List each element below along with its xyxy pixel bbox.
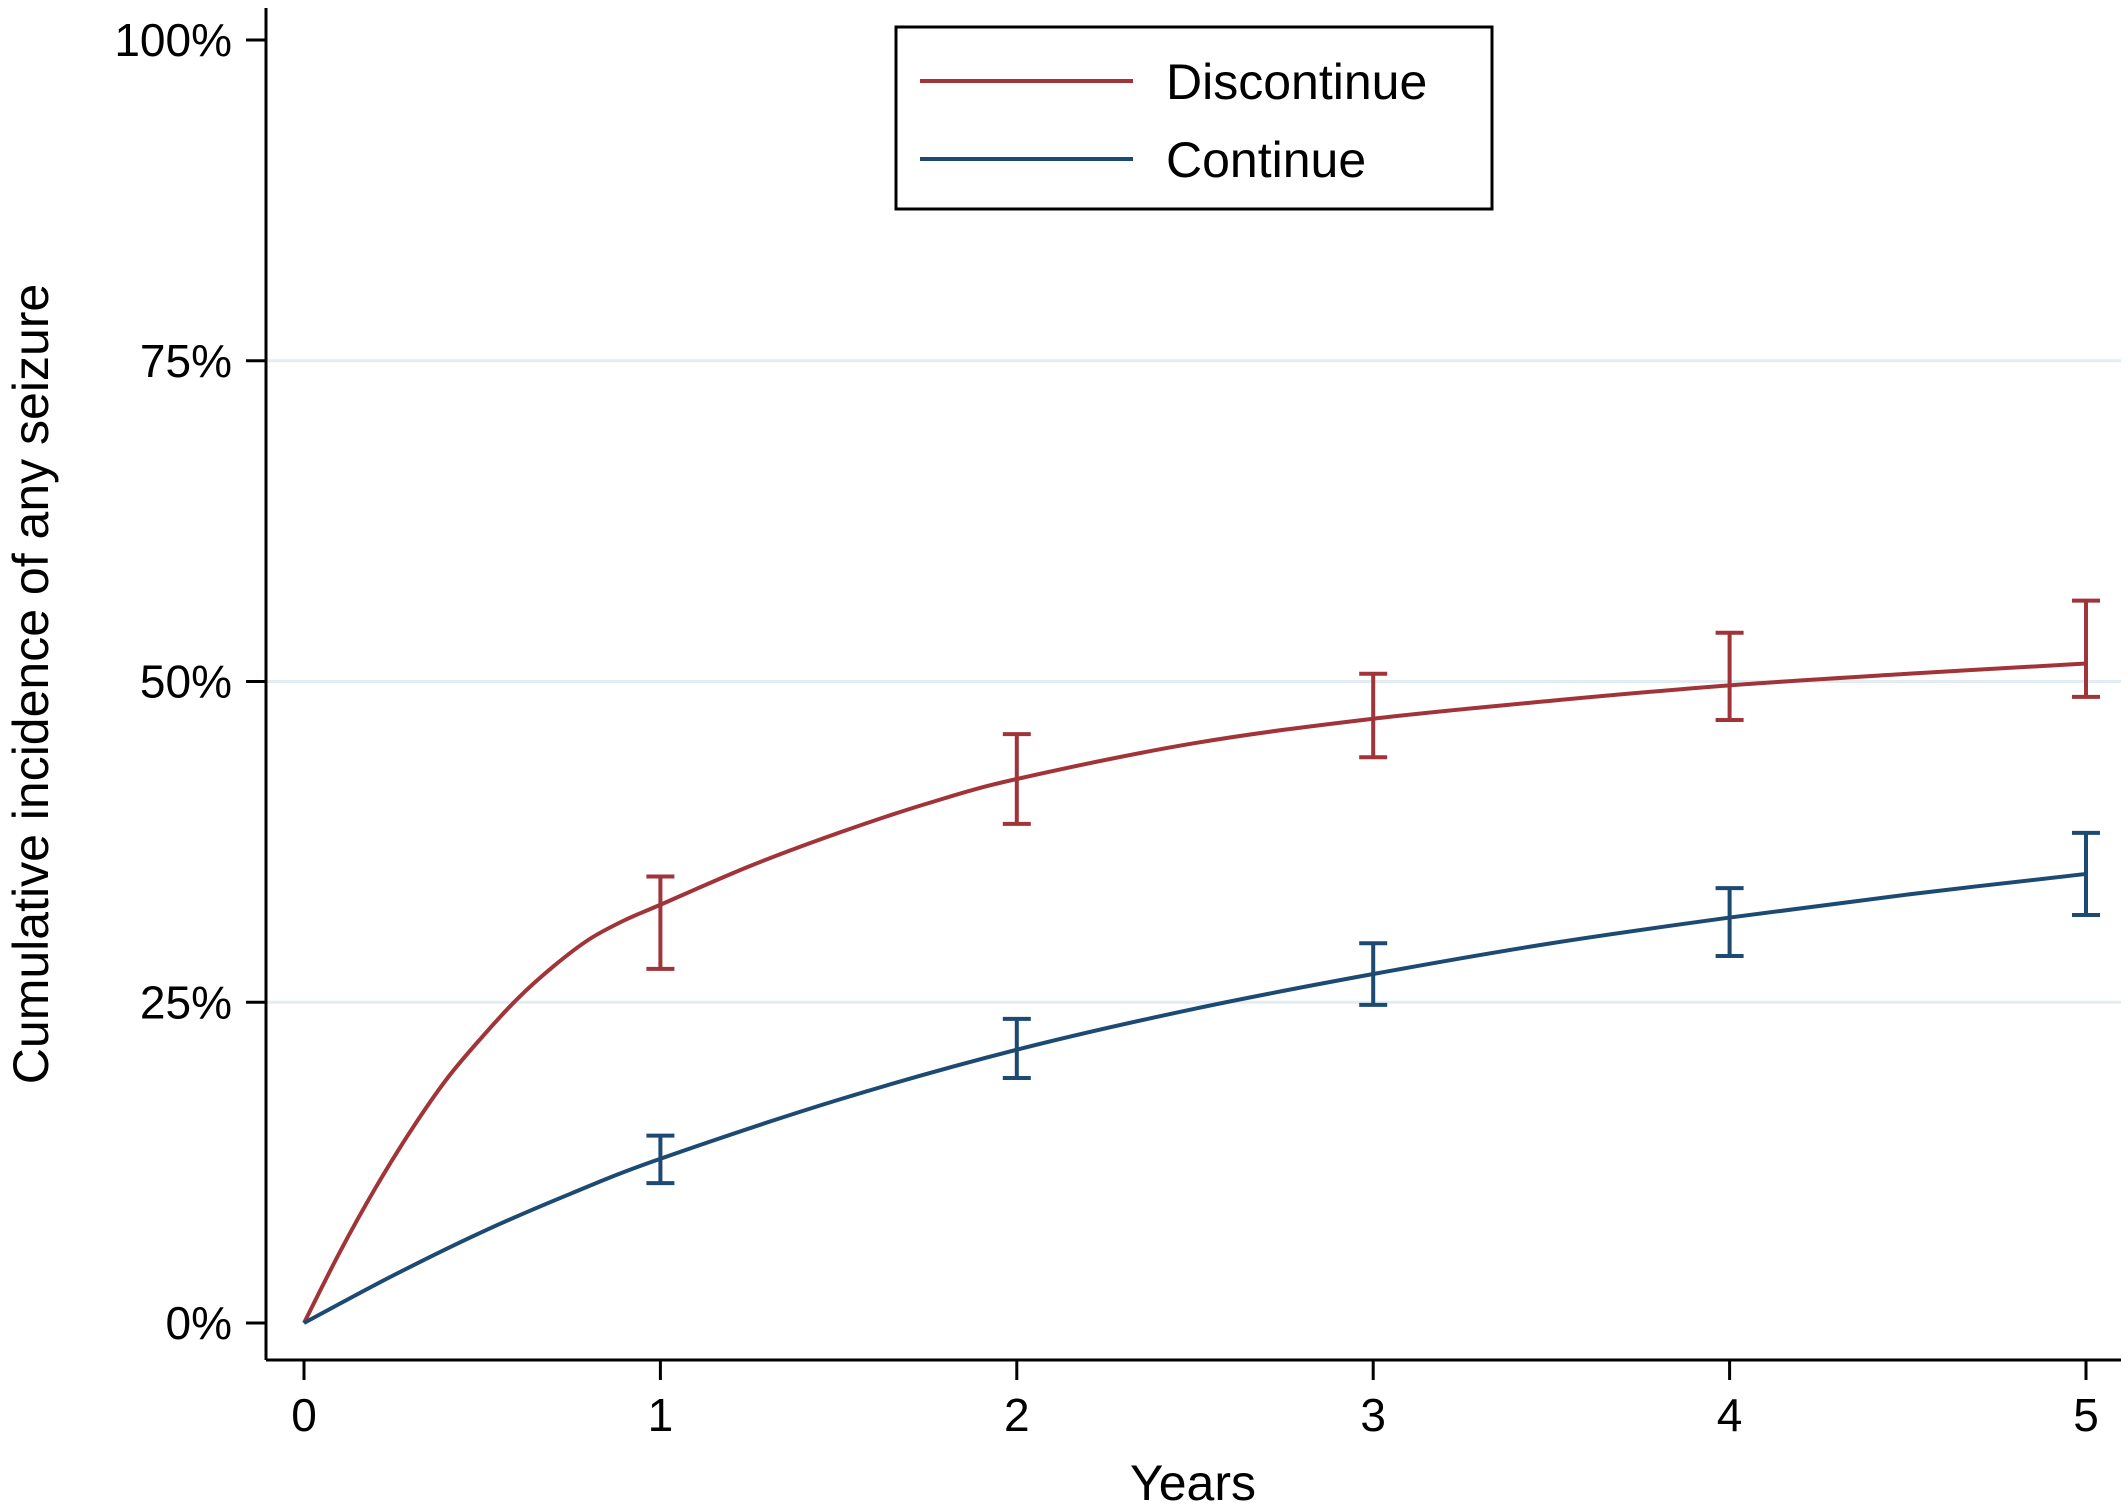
error-bar-continue <box>1359 941 1388 1007</box>
series-line-discontinue <box>302 661 2087 1324</box>
error-bar-continue <box>2072 830 2100 918</box>
x-tick-label: 1 <box>648 1389 674 1441</box>
error-bar-discontinue <box>646 874 675 971</box>
x-axis-title: Years <box>1130 1455 1256 1511</box>
series-line-continue <box>303 871 2087 1325</box>
y-tick-label: 25% <box>140 976 232 1028</box>
error-bar-continue <box>1002 1016 1031 1080</box>
x-tick-label: 5 <box>2073 1389 2099 1441</box>
error-bar-continue <box>1715 886 1744 959</box>
error-bar-discontinue <box>2072 598 2100 699</box>
x-tick-label: 4 <box>1717 1389 1743 1441</box>
y-ticks: 0% 25% 50% 75% 100% <box>114 14 266 1349</box>
error-bar-discontinue <box>1359 671 1388 760</box>
x-ticks: 0 1 2 3 4 5 <box>291 1360 2099 1441</box>
y-tick-label: 75% <box>140 335 232 387</box>
y-tick-label: 100% <box>114 14 232 66</box>
y-tick-label: 50% <box>140 656 232 708</box>
legend: Discontinue Continue <box>894 25 1494 211</box>
legend-label-continue: Continue <box>1166 132 1366 188</box>
x-tick-label: 0 <box>291 1389 317 1441</box>
y-tick-label: 0% <box>166 1297 232 1349</box>
y-axis-title: Cumulative incidence of any seizure <box>3 284 59 1084</box>
x-tick-label: 2 <box>1004 1389 1030 1441</box>
error-bar-continue <box>646 1133 675 1186</box>
legend-label-discontinue: Discontinue <box>1166 54 1427 110</box>
axes <box>264 8 2121 1362</box>
legend-box <box>894 25 1494 211</box>
grid-lines <box>266 359 2121 1004</box>
series-layer <box>302 598 2100 1325</box>
error-bar-discontinue <box>1002 732 1031 826</box>
error-bar-discontinue <box>1715 630 1744 722</box>
x-tick-label: 3 <box>1360 1389 1386 1441</box>
